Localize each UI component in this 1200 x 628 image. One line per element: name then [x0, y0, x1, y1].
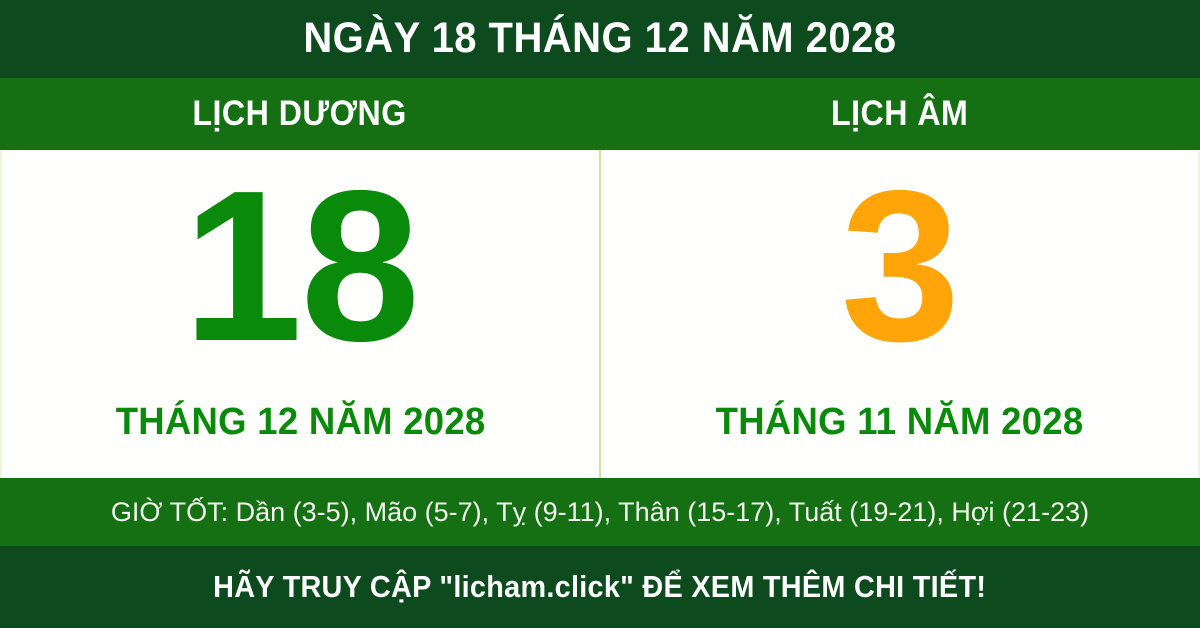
column-headers-band: LỊCH DƯƠNG LỊCH ÂM: [0, 78, 1200, 150]
lunar-calendar-label: LỊCH ÂM: [831, 94, 969, 133]
solar-panel: 18 THÁNG 12 NĂM 2028: [2, 150, 599, 478]
lunar-day-number: 3: [840, 145, 961, 386]
solar-month-year: THÁNG 12 NĂM 2028: [115, 401, 486, 443]
solar-calendar-label: LỊCH DƯƠNG: [192, 94, 408, 133]
footer-band: HÃY TRUY CẬP "licham.click" ĐỂ XEM THÊM …: [0, 546, 1200, 628]
panel-divider: [599, 150, 601, 478]
header-band: NGÀY 18 THÁNG 12 NĂM 2028: [0, 0, 1200, 76]
calendar-body: 18 THÁNG 12 NĂM 2028 3 THÁNG 11 NĂM 2028: [0, 150, 1200, 478]
good-hours-band: GIỜ TỐT: Dần (3-5), Mão (5-7), Tỵ (9-11)…: [0, 478, 1200, 546]
lunar-month-year: THÁNG 11 NĂM 2028: [715, 401, 1084, 443]
good-hours-text: GIỜ TỐT: Dần (3-5), Mão (5-7), Tỵ (9-11)…: [110, 496, 1090, 527]
lunar-panel: 3 THÁNG 11 NĂM 2028: [601, 150, 1198, 478]
column-header-lunar: LỊCH ÂM: [600, 78, 1200, 150]
column-header-solar: LỊCH DƯƠNG: [0, 78, 600, 150]
footer-cta-text: HÃY TRUY CẬP "licham.click" ĐỂ XEM THÊM …: [213, 569, 987, 604]
solar-day-number: 18: [182, 145, 420, 386]
page-title: NGÀY 18 THÁNG 12 NĂM 2028: [303, 13, 897, 62]
